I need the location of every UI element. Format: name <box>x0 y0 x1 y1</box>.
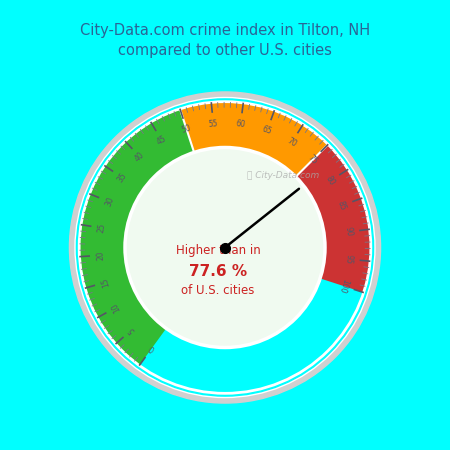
Text: 0: 0 <box>147 343 157 353</box>
Polygon shape <box>180 102 328 177</box>
Text: 55: 55 <box>208 119 219 129</box>
Polygon shape <box>296 144 371 292</box>
Text: 40: 40 <box>133 150 147 163</box>
Text: 75: 75 <box>306 153 320 166</box>
Text: of U.S. cities: of U.S. cities <box>181 284 255 297</box>
Circle shape <box>76 99 373 396</box>
Text: compared to other U.S. cities: compared to other U.S. cities <box>118 43 332 58</box>
Text: 10: 10 <box>110 301 122 314</box>
Text: 80: 80 <box>324 175 336 187</box>
Text: 70: 70 <box>285 136 298 149</box>
Text: 30: 30 <box>104 196 115 208</box>
Text: 60: 60 <box>235 119 246 129</box>
Circle shape <box>69 92 381 403</box>
Text: 100: 100 <box>337 278 350 294</box>
Circle shape <box>126 148 324 347</box>
Text: 95: 95 <box>344 254 354 265</box>
Text: 65: 65 <box>261 125 273 136</box>
Text: 77.6 %: 77.6 % <box>189 264 247 279</box>
Polygon shape <box>79 109 194 365</box>
Text: 20: 20 <box>96 250 106 261</box>
Text: 85: 85 <box>336 199 348 211</box>
Text: 90: 90 <box>343 226 353 237</box>
Text: 45: 45 <box>155 134 168 147</box>
Text: 50: 50 <box>180 123 193 135</box>
Text: Higher than in: Higher than in <box>176 244 261 257</box>
Text: 25: 25 <box>97 223 108 234</box>
Text: 35: 35 <box>116 171 129 184</box>
Text: 15: 15 <box>100 276 111 288</box>
Circle shape <box>75 98 375 397</box>
Text: 5: 5 <box>127 325 137 334</box>
Text: City-Data.com crime index in Tilton, NH: City-Data.com crime index in Tilton, NH <box>80 22 370 37</box>
Text: ⛳ City-Data.com: ⛳ City-Data.com <box>247 171 320 180</box>
